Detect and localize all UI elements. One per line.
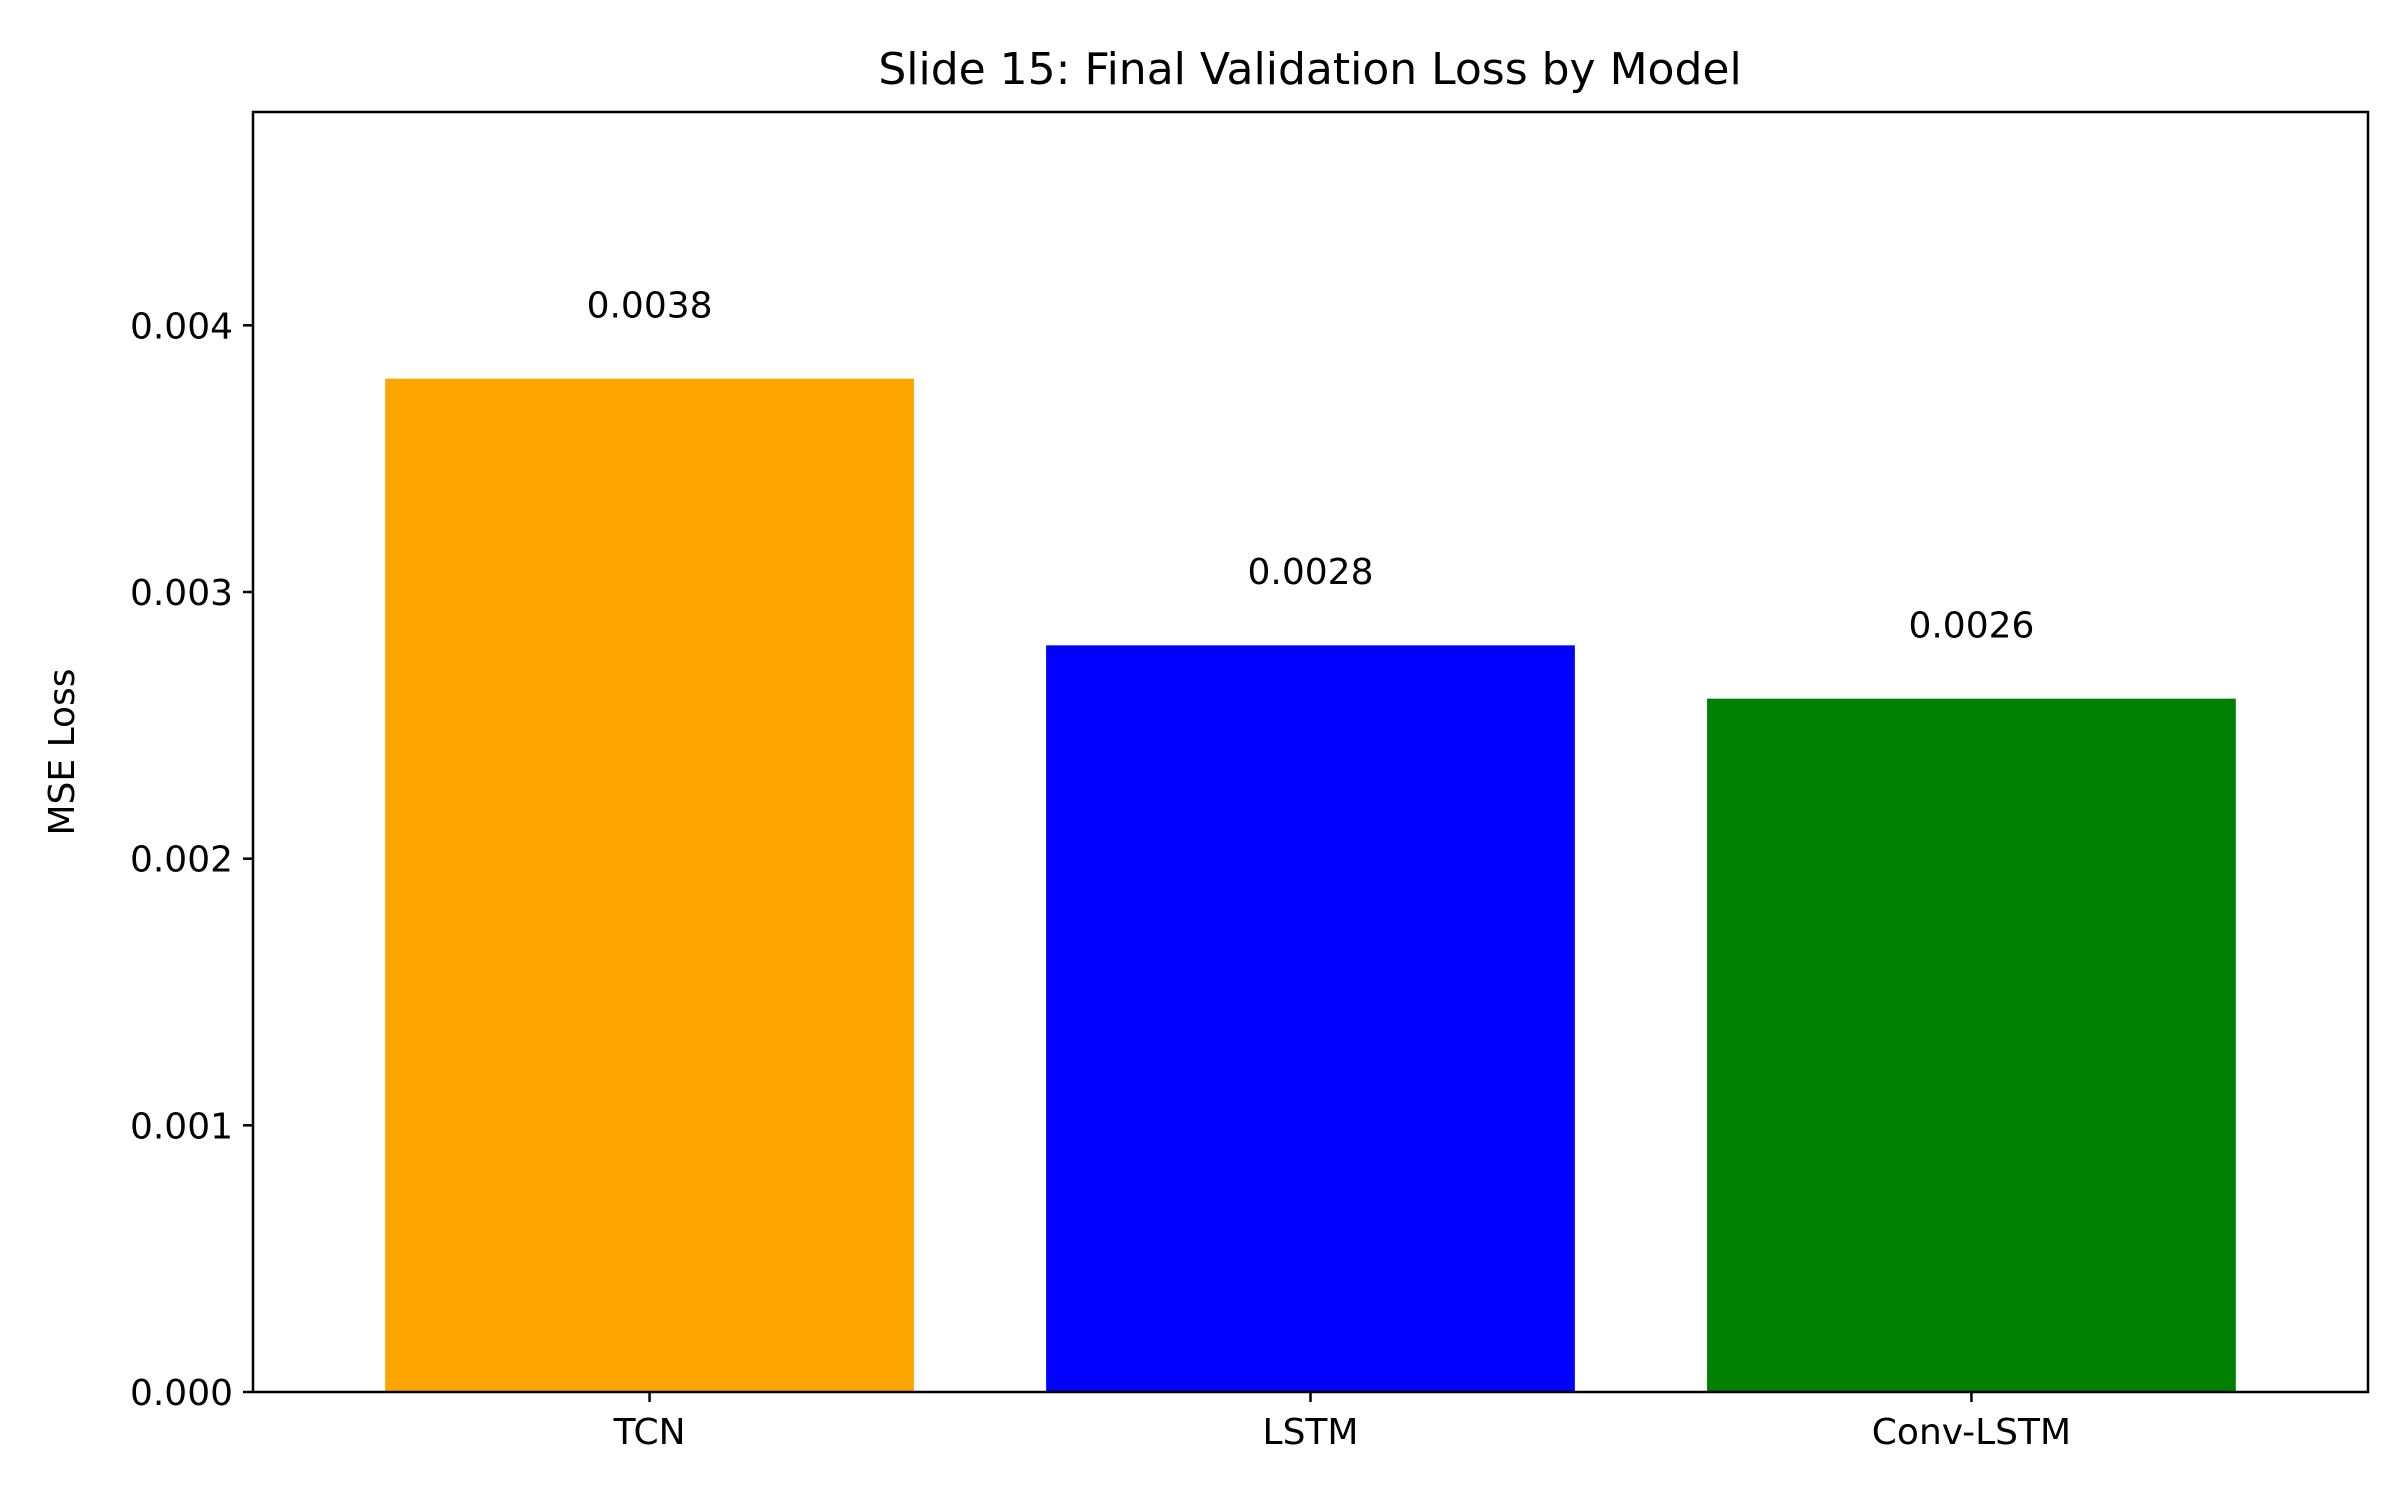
y-axis-ticks: 0.000 0.001 0.002 0.003 0.004 [130, 306, 253, 1414]
y-tick-label: 0.000 [130, 1373, 233, 1414]
plot-area-frame [251, 110, 2370, 1394]
data-labels-layer: 0.0038 0.0028 0.0026 [587, 285, 2035, 646]
data-label-conv-lstm: 0.0026 [1908, 605, 2034, 646]
bar-conv-lstm [1707, 698, 2236, 1392]
bars-layer [385, 378, 2236, 1393]
bar-lstm [1046, 645, 1575, 1392]
y-tick-label: 0.004 [130, 306, 233, 347]
data-label-tcn: 0.0038 [587, 285, 713, 326]
chart-title: Slide 15: Final Validation Loss by Model [878, 44, 1741, 95]
x-axis-ticks: TCN LSTM Conv-LSTM [613, 1392, 2071, 1453]
x-tick-label-tcn: TCN [613, 1412, 686, 1453]
y-tick-label: 0.003 [130, 573, 233, 614]
x-tick-label-conv-lstm: Conv-LSTM [1872, 1412, 2071, 1453]
data-label-lstm: 0.0028 [1248, 552, 1374, 593]
x-tick-label-lstm: LSTM [1263, 1412, 1359, 1453]
y-axis-label: MSE Loss [42, 668, 83, 835]
bar-tcn [385, 378, 914, 1393]
y-tick-label: 0.001 [130, 1106, 233, 1147]
y-tick-label: 0.002 [130, 840, 233, 881]
